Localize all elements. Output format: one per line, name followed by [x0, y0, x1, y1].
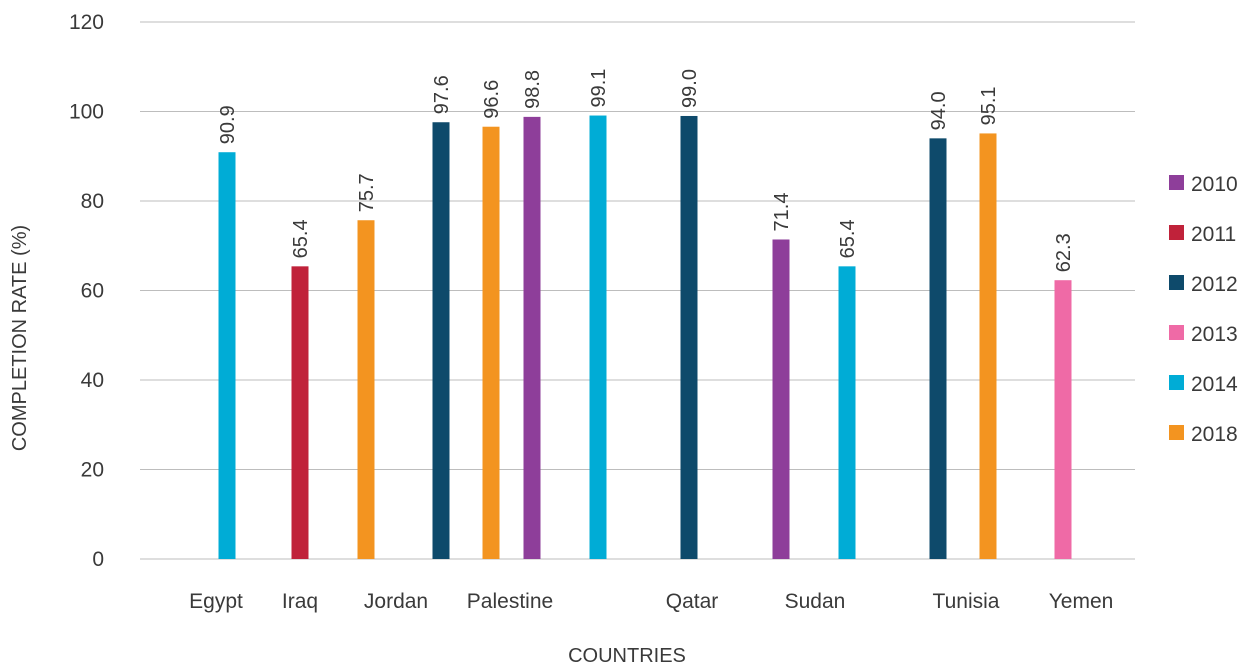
- category-label: Sudan: [785, 590, 846, 613]
- bar-palestine-2012: [432, 122, 450, 560]
- legend-label: 2018: [1191, 423, 1238, 446]
- legend-label: 2010: [1191, 173, 1238, 196]
- category-label: Tunisia: [933, 590, 1000, 613]
- category-label: Jordan: [364, 590, 428, 613]
- bar-tunisia-2012: [929, 138, 947, 559]
- data-label: 75.7: [356, 173, 378, 212]
- bar-palestine-2010: [523, 116, 541, 560]
- data-label: 62.3: [1053, 233, 1075, 272]
- legend-item-2010: 2010: [1169, 173, 1238, 196]
- bar-tunisia-2018: [979, 133, 997, 560]
- legend-swatch: [1169, 175, 1184, 190]
- legend-item-2012: 2012: [1169, 273, 1238, 296]
- y-tick-label: 40: [81, 369, 104, 392]
- category-labels: Egypt Iraq Jordan Palestine Qatar Sudan Tunisi…: [189, 590, 1113, 613]
- category-label: Qatar: [666, 590, 719, 613]
- data-label: 94.0: [928, 91, 950, 130]
- bar-egypt-2014: [218, 152, 236, 559]
- data-labels: 90.9 65.4 75.7 97.6 96.6 98.8 99.1 99.0 71.4 65.4…: [217, 69, 1075, 273]
- x-axis-title: COUNTRIES: [568, 645, 686, 667]
- y-tick-label: 20: [81, 459, 104, 482]
- data-label: 65.4: [290, 219, 312, 258]
- legend-swatch: [1169, 275, 1184, 290]
- legend-swatch: [1169, 375, 1184, 390]
- y-tick-label: 0: [92, 548, 104, 571]
- legend-label: 2011: [1191, 223, 1236, 246]
- data-label: 96.6: [481, 80, 503, 119]
- y-tick-label: 80: [81, 190, 104, 213]
- category-label: Palestine: [467, 590, 553, 613]
- legend-label: 2014: [1191, 373, 1238, 396]
- y-axis-ticks: 0 20 40 60 80 100 120: [69, 11, 104, 571]
- legend-item-2011: 2011: [1169, 223, 1236, 246]
- bar-unlabeled-2014: [589, 115, 607, 559]
- legend-swatch: [1169, 325, 1184, 340]
- legend-label: 2012: [1191, 273, 1238, 296]
- y-tick-label: 60: [81, 280, 104, 303]
- data-label: 98.8: [522, 70, 544, 109]
- legend-swatch: [1169, 425, 1184, 440]
- legend-swatch: [1169, 225, 1184, 240]
- bar-sudan-2014: [838, 266, 856, 559]
- bar-qatar-2012: [680, 115, 698, 559]
- category-label: Iraq: [282, 590, 318, 613]
- data-label: 97.6: [431, 75, 453, 114]
- legend: 2010 2011 2012 2013 2014 2018: [1169, 173, 1238, 446]
- y-axis-title: COMPLETION RATE (%): [9, 225, 31, 451]
- legend-item-2013: 2013: [1169, 323, 1238, 346]
- y-tick-label: 120: [69, 11, 104, 34]
- data-label: 90.9: [217, 105, 239, 144]
- data-label: 71.4: [771, 193, 793, 232]
- category-label: Yemen: [1049, 590, 1114, 613]
- legend-label: 2013: [1191, 323, 1238, 346]
- legend-item-2018: 2018: [1169, 423, 1238, 446]
- data-label: 95.1: [978, 86, 1000, 125]
- category-label: Egypt: [189, 590, 243, 613]
- bars: [218, 115, 1072, 560]
- data-label: 65.4: [837, 219, 859, 258]
- data-label: 99.0: [679, 69, 701, 108]
- bar-jordan-2018: [357, 220, 375, 559]
- bar-palestine-2018: [482, 126, 500, 559]
- bar-sudan-2010: [772, 239, 790, 560]
- data-label: 99.1: [588, 69, 610, 108]
- legend-item-2014: 2014: [1169, 373, 1238, 396]
- y-tick-label: 100: [69, 101, 104, 124]
- bar-yemen-2013: [1054, 280, 1072, 559]
- bar-iraq-2011: [291, 266, 309, 559]
